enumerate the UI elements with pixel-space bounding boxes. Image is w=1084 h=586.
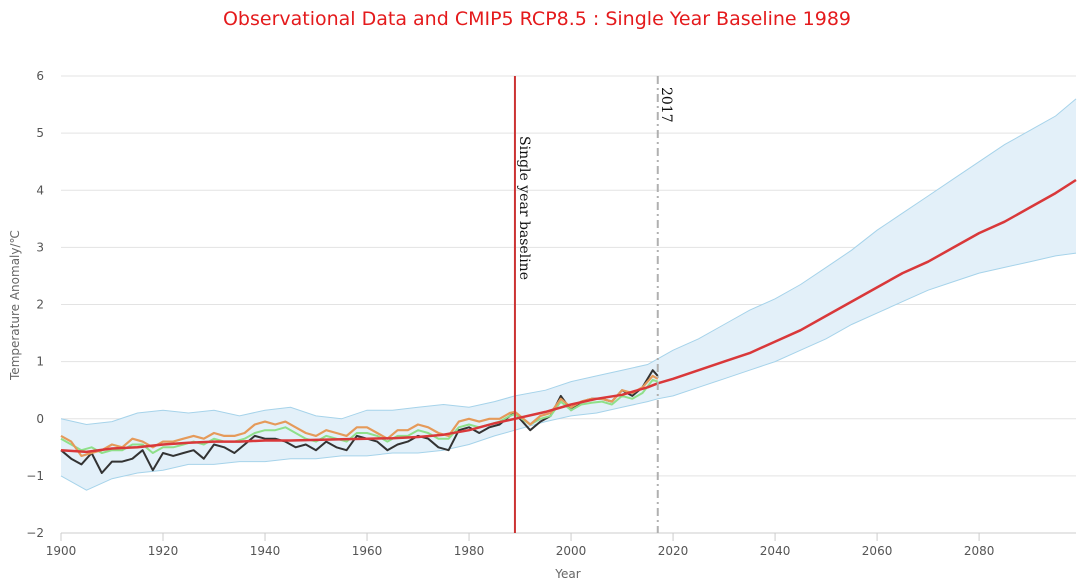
x-tick-label: 1960: [352, 544, 383, 558]
x-tick-label: 2080: [964, 544, 995, 558]
y-tick-label: 3: [36, 240, 44, 254]
y-tick-label: −2: [26, 526, 44, 540]
model-range-band: [60, 98, 1077, 491]
model-mean-line: [60, 178, 1077, 454]
model-range-lower-edge: [60, 252, 1077, 491]
x-axis-ticks: 1900 1920 1940 1960 1980 2000 2020 2040 2060 2080: [46, 533, 995, 558]
chart-title: Observational Data and CMIP5 RCP8.5 : Si…: [223, 8, 851, 30]
x-tick-label: 2040: [760, 544, 791, 558]
y-tick-label: 0: [36, 412, 44, 426]
model-range-area: [61, 98, 1076, 491]
annotations: Single year baseline 2017: [513, 76, 674, 533]
x-tick-label: 2020: [658, 544, 689, 558]
x-axis-label: Year: [554, 567, 580, 581]
x-tick-label: 2000: [556, 544, 587, 558]
y-axis-ticks: −2 −1 0 1 2 3 4 5 6: [26, 69, 44, 540]
y-tick-label: −1: [26, 469, 44, 483]
model-range-upper-edge: [60, 98, 1077, 426]
x-tick-label: 1940: [250, 544, 281, 558]
x-tick-label: 1900: [46, 544, 77, 558]
y-axis-label: Temperature Anomaly/℃: [8, 230, 22, 381]
y-tick-label: 6: [36, 69, 44, 83]
y-tick-label: 1: [36, 355, 44, 369]
x-tick-label: 1980: [454, 544, 485, 558]
x-tick-label: 2060: [862, 544, 893, 558]
baseline-label: Single year baseline: [516, 136, 532, 280]
current-year-label: 2017: [658, 87, 674, 123]
y-tick-label: 5: [36, 126, 44, 140]
y-tick-label: 2: [36, 298, 44, 312]
series-lines: [60, 178, 1077, 474]
x-tick-label: 1920: [148, 544, 179, 558]
obs-green-line: [60, 378, 659, 454]
obs-orange-line: [60, 374, 659, 457]
y-tick-label: 4: [36, 183, 44, 197]
